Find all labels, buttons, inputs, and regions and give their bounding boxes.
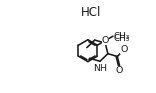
Text: HCl: HCl bbox=[81, 6, 101, 19]
Text: CH₃: CH₃ bbox=[114, 34, 130, 43]
Text: O: O bbox=[120, 45, 128, 54]
Text: NH: NH bbox=[93, 64, 107, 73]
Text: CH₃: CH₃ bbox=[114, 32, 130, 41]
Text: O: O bbox=[115, 66, 123, 75]
Text: O: O bbox=[102, 36, 109, 45]
